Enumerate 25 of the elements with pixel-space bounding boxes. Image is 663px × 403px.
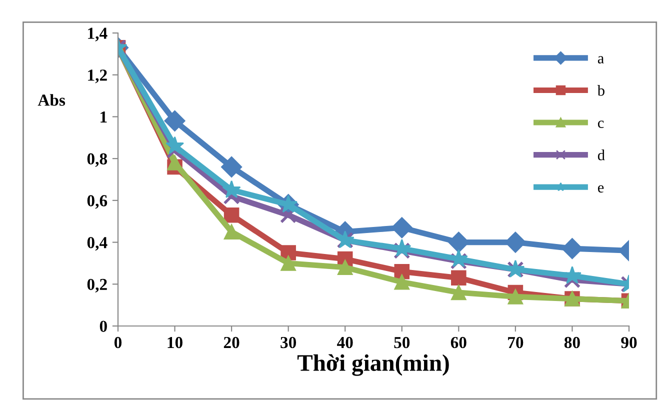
x-tick-label: 20 <box>224 336 240 348</box>
y-tick-label: 0,2 <box>87 278 107 293</box>
y-tick-label: 0,4 <box>87 236 108 251</box>
legend-label: b <box>597 84 604 96</box>
y-tick-label: 0 <box>100 320 107 332</box>
legend-label: d <box>598 150 605 160</box>
y-axis-title: Abs <box>38 94 66 106</box>
x-tick-label: 70 <box>508 336 524 348</box>
x-axis-title: Thời gian(min) <box>297 354 449 376</box>
legend-label: c <box>598 120 604 128</box>
x-tick-label: 60 <box>450 336 466 348</box>
y-tick-label: 1 <box>100 111 107 122</box>
x-tick-label: 10 <box>168 336 182 348</box>
legend-label: a <box>598 56 604 64</box>
x-tick-label: 80 <box>564 336 580 348</box>
y-tick-label: 1,2 <box>88 70 107 84</box>
x-tick-label: 50 <box>394 336 410 348</box>
y-tick-label: 0,8 <box>87 153 108 167</box>
x-tick-label: 90 <box>621 336 637 348</box>
legend-label: e <box>598 185 604 193</box>
y-tick-label: 0,6 <box>87 195 108 209</box>
x-tick-label: 30 <box>280 336 296 348</box>
y-tick-label: 1,4 <box>88 28 108 42</box>
x-tick-label: 40 <box>337 336 353 348</box>
x-tick-label: 0 <box>114 336 122 348</box>
